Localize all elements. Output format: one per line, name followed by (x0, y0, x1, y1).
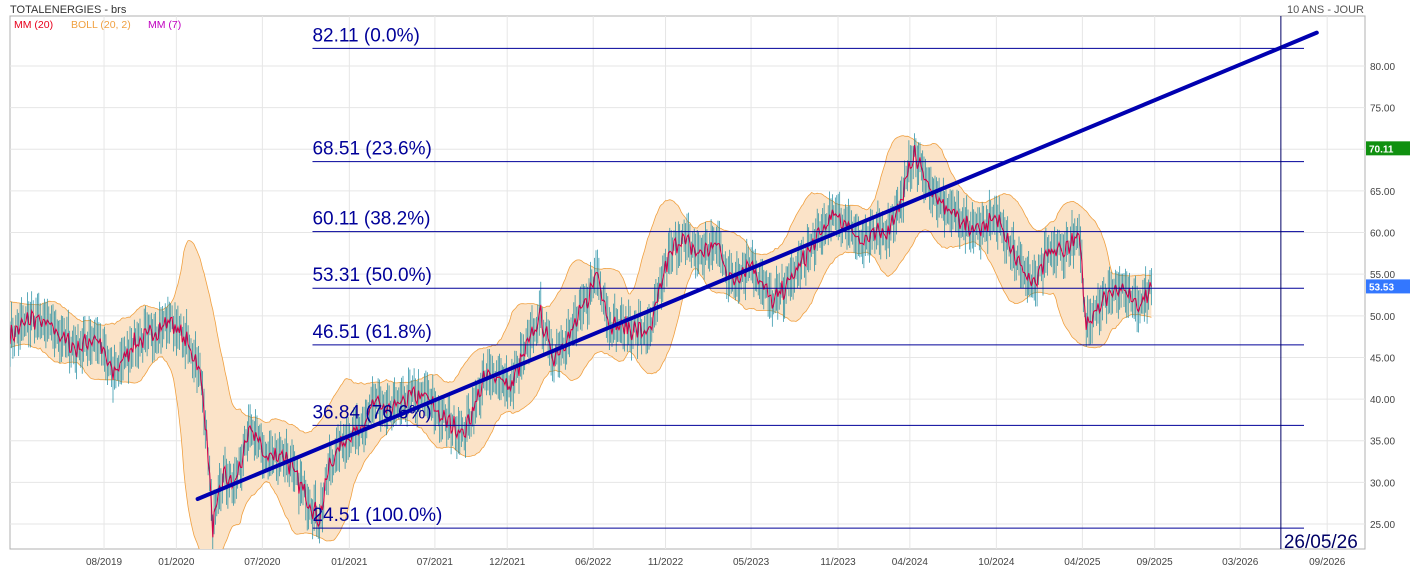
fib-level-label: 53.31 (50.0%) (312, 265, 431, 286)
fib-level-label: 68.51 (23.6%) (312, 139, 431, 160)
y-tick-label: 30.00 (1370, 478, 1395, 489)
price-line (10, 144, 1152, 538)
last-value-tag-text: 53.53 (1369, 282, 1394, 293)
x-tick-label: 11/2023 (820, 557, 856, 568)
fib-level-label: 60.11 (38.2%) (312, 209, 430, 230)
legend-boll: BOLL (20, 2) (71, 19, 131, 31)
x-tick-label: 09/2025 (1137, 557, 1174, 568)
x-tick-label: 03/2026 (1222, 557, 1259, 568)
fib-level-label: 24.51 (100.0%) (312, 505, 442, 526)
chart-period: 10 ANS - JOUR (1287, 4, 1364, 16)
legend-mm7: MM (7) (148, 19, 181, 31)
y-tick-label: 35.00 (1370, 437, 1395, 448)
x-tick-label: 10/2024 (978, 557, 1015, 568)
date-marker-label: 26/05/26 (1284, 532, 1358, 553)
x-tick-label: 05/2023 (733, 557, 770, 568)
y-tick-label: 55.00 (1370, 270, 1395, 281)
fib-level-label: 82.11 (0.0%) (312, 25, 419, 46)
y-tick-label: 40.00 (1370, 395, 1395, 406)
x-tick-label: 08/2019 (86, 557, 123, 568)
x-tick-label: 04/2025 (1064, 557, 1101, 568)
x-tick-label: 07/2020 (244, 557, 281, 568)
bollinger-band-fill (10, 135, 1152, 549)
bollinger-lower (10, 229, 1152, 549)
marker-value-tag-text: 70.11 (1369, 144, 1394, 155)
y-tick-label: 45.00 (1370, 353, 1395, 364)
x-tick-label: 04/2024 (892, 557, 929, 568)
y-tick-label: 75.00 (1370, 104, 1395, 115)
legend-mm20: MM (20) (14, 19, 53, 31)
x-tick-label: 01/2021 (331, 557, 368, 568)
last-value-tag: 53.53 (1366, 279, 1410, 294)
x-tick-label: 07/2021 (417, 557, 454, 568)
x-tick-label: 06/2022 (575, 557, 612, 568)
last-value-tag-bg (1366, 279, 1410, 294)
marker-value-tag-bg (1366, 141, 1410, 156)
trendline (195, 30, 1319, 502)
y-tick-label: 65.00 (1370, 187, 1395, 198)
fib-level-label: 36.84 (76.6%) (312, 402, 431, 423)
x-tick-label: 12/2021 (489, 557, 526, 568)
y-tick-label: 50.00 (1370, 312, 1395, 323)
y-tick-label: 80.00 (1370, 62, 1395, 73)
x-tick-label: 01/2020 (158, 557, 195, 568)
y-tick-label: 60.00 (1370, 229, 1395, 240)
chart-title: TOTALENERGIES - brs (10, 4, 127, 16)
x-tick-label: 11/2022 (648, 557, 684, 568)
plot-frame (9, 15, 1366, 550)
x-tick-label: 09/2026 (1309, 557, 1346, 568)
marker-value-tag: 70.11 (1366, 141, 1410, 156)
fib-level-label: 46.51 (61.8%) (312, 322, 431, 343)
bollinger-upper (10, 135, 1152, 434)
y-tick-label: 25.00 (1370, 520, 1395, 531)
